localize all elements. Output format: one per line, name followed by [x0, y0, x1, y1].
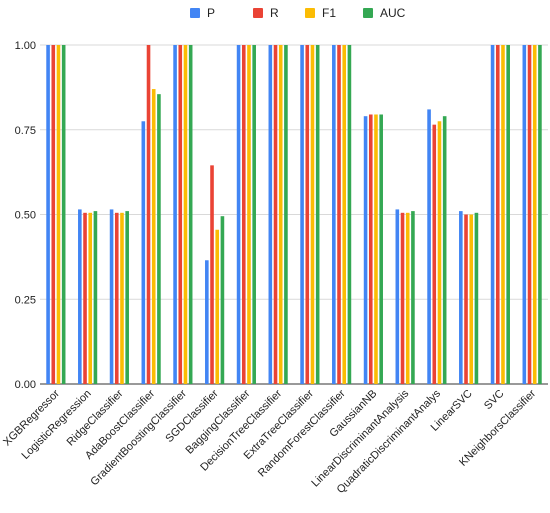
legend-label-r: R — [270, 6, 279, 20]
bar-r-7 — [273, 45, 278, 384]
bar-f1-9 — [342, 45, 347, 384]
bar-r-0 — [51, 45, 56, 384]
bar-p-6 — [236, 45, 241, 384]
bar-r-1 — [83, 212, 87, 384]
legend-label-f1: F1 — [322, 6, 336, 20]
bar-f1-14 — [501, 45, 505, 384]
chart-bars — [46, 45, 542, 385]
bar-p-4 — [173, 45, 177, 384]
bar-p-12 — [427, 109, 431, 384]
legend-label-auc: AUC — [380, 6, 406, 20]
bar-r-4 — [178, 45, 183, 384]
bar-p-7 — [268, 45, 273, 384]
bar-f1-4 — [183, 45, 188, 384]
bar-auc-11 — [411, 211, 415, 384]
bar-f1-15 — [532, 45, 537, 384]
legend-swatch-p — [190, 8, 200, 18]
bar-r-15 — [527, 45, 532, 384]
bar-p-9 — [332, 45, 336, 384]
bar-auc-6 — [252, 45, 256, 384]
bar-f1-6 — [247, 45, 251, 384]
bar-auc-15 — [538, 45, 542, 384]
bar-auc-1 — [93, 211, 98, 384]
bar-auc-3 — [157, 94, 161, 384]
chart-legend: P R F1 AUC — [190, 6, 406, 20]
bar-r-11 — [400, 212, 405, 384]
bar-f1-10 — [374, 114, 378, 385]
bar-f1-3 — [151, 89, 156, 384]
bar-auc-5 — [220, 216, 225, 384]
y-tick-label: 0.50 — [15, 210, 36, 222]
bar-r-12 — [432, 124, 437, 384]
bar-r-2 — [114, 212, 119, 384]
bar-auc-10 — [379, 114, 383, 385]
bar-r-6 — [241, 45, 246, 384]
bar-f1-12 — [437, 121, 442, 385]
y-tick-label: 0.75 — [15, 125, 36, 137]
bar-r-5 — [210, 165, 214, 384]
bar-f1-13 — [469, 214, 474, 384]
bar-p-8 — [300, 45, 304, 384]
bar-f1-0 — [56, 45, 61, 384]
bar-auc-12 — [442, 116, 447, 384]
bar-auc-2 — [125, 211, 129, 384]
bar-p-13 — [459, 211, 463, 384]
bar-p-15 — [522, 45, 527, 384]
bar-p-2 — [109, 209, 114, 384]
legend-swatch-f1 — [305, 8, 315, 18]
bar-p-10 — [363, 116, 368, 384]
bar-p-11 — [395, 209, 400, 384]
bar-p-5 — [205, 260, 209, 384]
legend-swatch-auc — [363, 8, 373, 18]
y-tick-label: 1.00 — [15, 40, 36, 52]
legend-swatch-r — [253, 8, 263, 18]
bar-f1-5 — [215, 229, 220, 384]
bar-f1-8 — [310, 45, 315, 384]
bar-f1-7 — [278, 45, 283, 384]
bar-p-0 — [46, 45, 50, 384]
bar-r-13 — [464, 214, 468, 384]
bar-r-10 — [368, 114, 373, 385]
bar-f1-11 — [405, 212, 410, 384]
y-axis-ticks: 0.00 0.25 0.50 0.75 1.00 — [15, 40, 36, 391]
bar-p-14 — [490, 45, 495, 384]
bar-auc-13 — [474, 212, 479, 384]
bar-p-1 — [78, 209, 82, 384]
bar-r-9 — [337, 45, 341, 384]
bar-auc-14 — [506, 45, 510, 384]
x-tick-label: RidgeClassifier — [65, 387, 126, 448]
bar-f1-1 — [88, 212, 93, 384]
bar-auc-9 — [347, 45, 352, 384]
legend-label-p: P — [207, 6, 215, 20]
bar-auc-4 — [188, 45, 193, 384]
y-tick-label: 0.25 — [15, 294, 36, 306]
bar-r-8 — [305, 45, 310, 384]
bar-f1-2 — [120, 212, 124, 384]
bar-r-14 — [495, 45, 500, 384]
x-tick-label: SVC — [482, 388, 507, 413]
bar-auc-8 — [315, 45, 320, 384]
bar-auc-0 — [61, 45, 66, 384]
bar-p-3 — [141, 121, 146, 385]
chart-gridlines — [40, 44, 548, 385]
bar-r-3 — [146, 45, 151, 384]
x-tick-label: XGBRegressor — [1, 387, 62, 448]
x-axis-ticks: XGBRegressorLogisticRegressionRidgeClass… — [1, 387, 538, 496]
y-tick-label: 0.00 — [15, 379, 36, 391]
bar-auc-7 — [284, 45, 288, 384]
